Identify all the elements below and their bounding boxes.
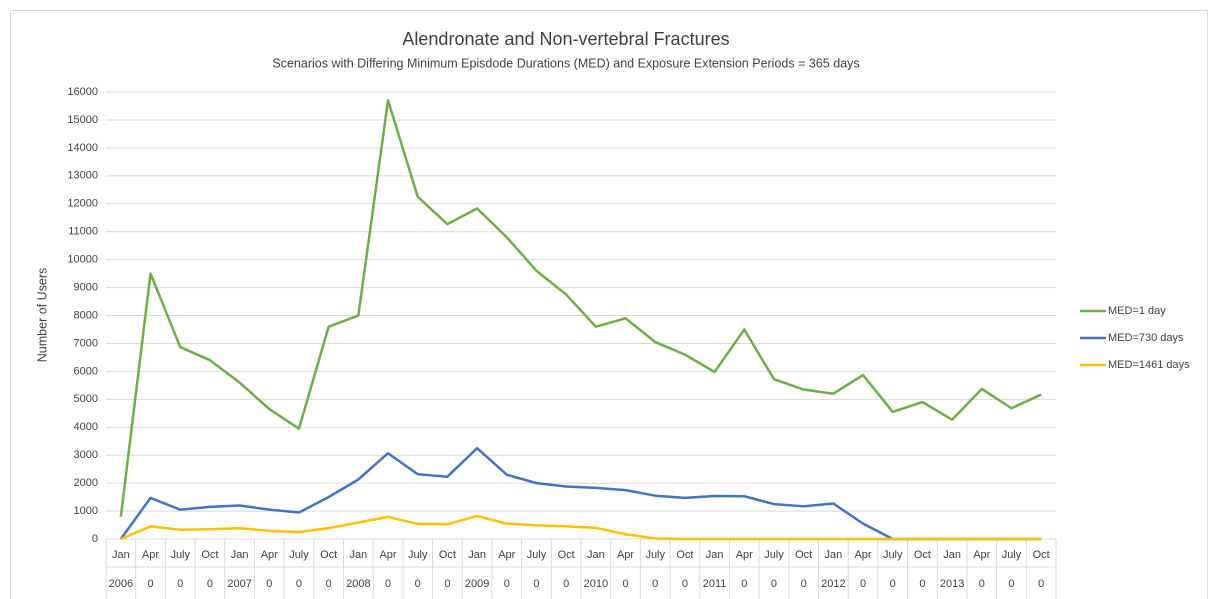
y-tick-label: 14000 (67, 142, 98, 154)
chart-subtitle: Scenarios with Differing Minimum Episdod… (272, 56, 859, 70)
y-tick-label: 8000 (74, 309, 98, 321)
legend-label: MED=1461 days (1108, 359, 1190, 371)
data-line (119, 99, 1042, 517)
x-tick-label: July (527, 549, 547, 561)
x-tick-label: Apr (617, 549, 634, 561)
x-tick-label: Jan (943, 549, 961, 561)
data-line (119, 446, 1042, 541)
y-tick-label: 4000 (74, 421, 98, 433)
x-group-label: 0 (682, 578, 688, 590)
x-tick-label: July (408, 549, 428, 561)
legend-label: MED=1 day (1108, 305, 1166, 317)
x-tick-label: Apr (736, 549, 753, 561)
x-tick-label: Jan (112, 549, 130, 561)
x-group-label: 0 (415, 578, 421, 590)
x-tick-label: Jan (706, 549, 724, 561)
y-tick-label: 2000 (74, 477, 98, 489)
x-tick-label: Oct (320, 549, 337, 561)
x-group-label: 2009 (465, 578, 489, 590)
y-tick-label: 13000 (67, 170, 98, 182)
x-group-label: 0 (979, 578, 985, 590)
x-group-label: 0 (147, 578, 153, 590)
x-group-label: 2008 (346, 578, 370, 590)
chart-border (10, 10, 1208, 599)
x-group-label: 0 (444, 578, 450, 590)
x-group-label: 0 (207, 578, 213, 590)
x-tick-label: Apr (261, 549, 278, 561)
data-line (120, 514, 1042, 541)
x-group-label: 0 (177, 578, 183, 590)
x-tick-label: Apr (498, 549, 515, 561)
y-tick-label: 9000 (74, 281, 98, 293)
x-tick-label: Oct (201, 549, 218, 561)
x-tick-label: Oct (914, 549, 931, 561)
x-tick-label: Apr (973, 549, 990, 561)
x-group-label: 0 (533, 578, 539, 590)
x-tick-label: Apr (142, 549, 159, 561)
x-group-label: 2012 (821, 578, 845, 590)
x-tick-label: Jan (824, 549, 842, 561)
x-group-label: 0 (741, 578, 747, 590)
x-group-label: 0 (1008, 578, 1014, 590)
y-tick-label: 12000 (67, 198, 98, 210)
x-group-label: 2010 (584, 578, 608, 590)
x-tick-label: Jan (231, 549, 249, 561)
x-group-label: 0 (652, 578, 658, 590)
y-tick-label: 3000 (74, 449, 98, 461)
x-group-label: 0 (919, 578, 925, 590)
y-tick-label: 15000 (67, 114, 98, 126)
x-group-label: 0 (563, 578, 569, 590)
x-group-label: 2013 (940, 578, 964, 590)
x-group-label: 0 (385, 578, 391, 590)
x-tick-label: Oct (558, 549, 575, 561)
x-group-label: 0 (266, 578, 272, 590)
x-group-label: 0 (504, 578, 510, 590)
x-tick-label: Apr (379, 549, 396, 561)
y-tick-label: 10000 (67, 254, 98, 266)
x-group-label: 2007 (227, 578, 251, 590)
y-tick-label: 11000 (68, 226, 98, 238)
y-tick-label: 16000 (67, 86, 98, 98)
x-tick-label: July (1002, 549, 1022, 561)
y-tick-label: 6000 (74, 365, 98, 377)
x-tick-label: Oct (439, 549, 456, 561)
x-tick-label: July (170, 549, 190, 561)
x-tick-label: Jan (349, 549, 367, 561)
x-group-label: 2011 (703, 578, 727, 590)
x-group-label: 0 (326, 578, 332, 590)
y-tick-label: 7000 (74, 337, 98, 349)
legend-label: MED=730 days (1108, 332, 1184, 344)
x-group-label: 0 (622, 578, 628, 590)
x-group-label: 0 (860, 578, 866, 590)
x-group-label: 0 (1038, 578, 1044, 590)
x-tick-label: July (289, 549, 309, 561)
x-tick-label: Apr (854, 549, 871, 561)
chart-title: Alendronate and Non-vertebral Fractures (402, 29, 729, 49)
x-tick-label: July (883, 549, 903, 561)
x-group-label: 0 (890, 578, 896, 590)
x-tick-label: Oct (795, 549, 812, 561)
y-axis-label: Number of Users (35, 268, 49, 362)
x-tick-label: Jan (468, 549, 486, 561)
x-tick-label: July (764, 549, 784, 561)
y-tick-label: 5000 (74, 393, 98, 405)
x-group-label: 0 (801, 578, 807, 590)
x-tick-label: Oct (676, 549, 693, 561)
y-tick-label: 0 (92, 533, 98, 545)
x-tick-label: July (645, 549, 665, 561)
x-group-label: 0 (296, 578, 302, 590)
x-group-label: 2006 (109, 578, 133, 590)
x-group-label: 0 (771, 578, 777, 590)
x-tick-label: Jan (587, 549, 605, 561)
y-tick-label: 1000 (74, 505, 98, 517)
x-tick-label: Oct (1033, 549, 1050, 561)
